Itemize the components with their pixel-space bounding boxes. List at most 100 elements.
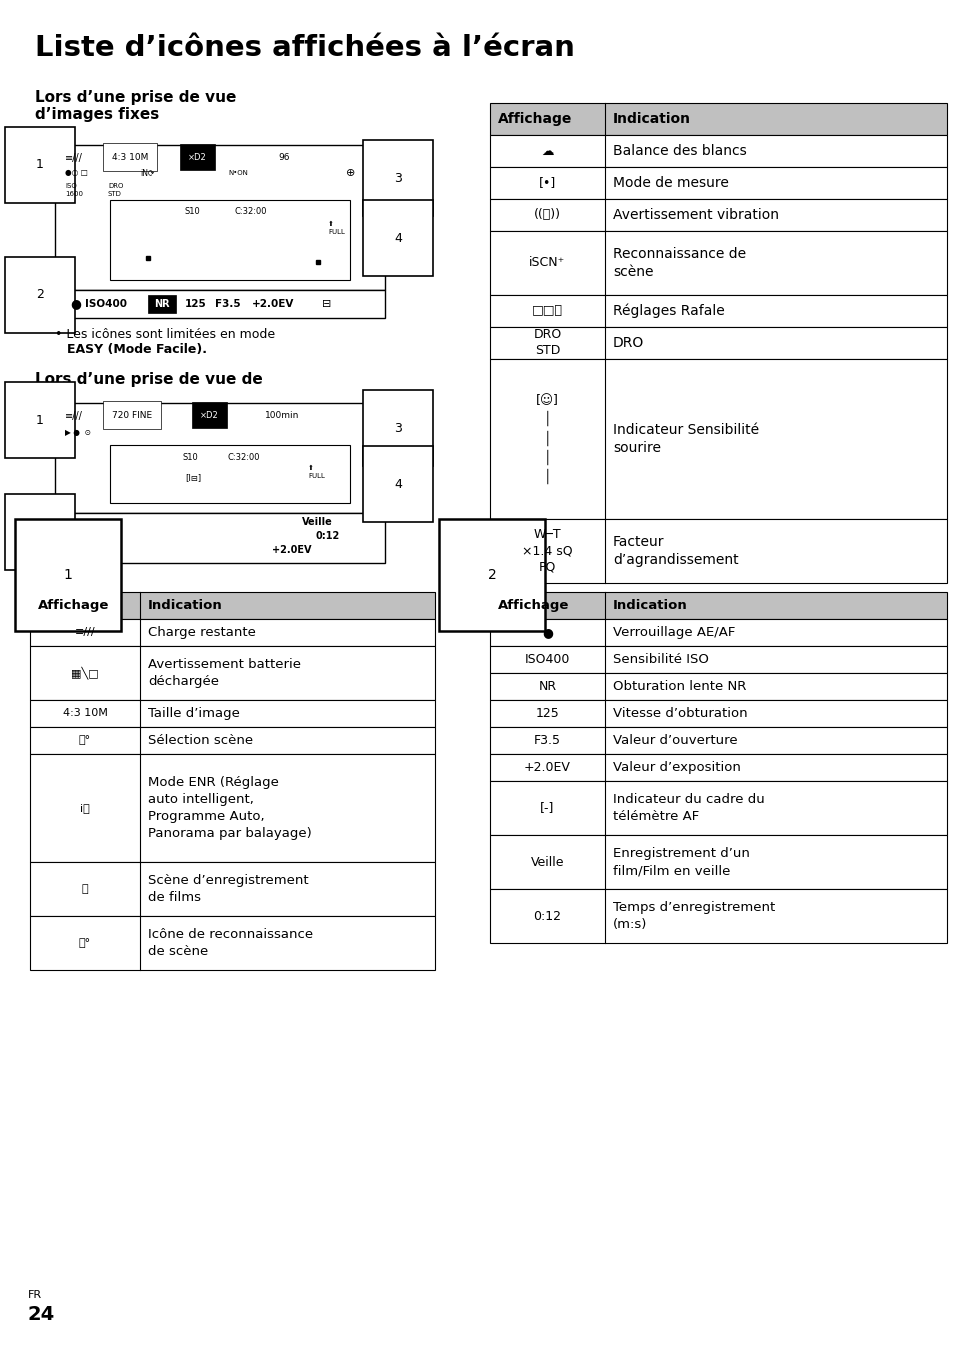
Text: Facteur
d’agrandissement: Facteur d’agrandissement <box>613 535 738 568</box>
Text: ●: ● <box>70 297 81 311</box>
Bar <box>490 519 946 582</box>
Text: □□⳴: □□⳴ <box>532 304 562 317</box>
Text: Avertissement vibration: Avertissement vibration <box>613 208 779 222</box>
Bar <box>490 835 946 889</box>
Text: Taille d’image: Taille d’image <box>148 707 239 720</box>
Text: Sensibilité ISO: Sensibilité ISO <box>613 654 708 666</box>
Text: DRO
STD: DRO STD <box>533 328 561 358</box>
Text: 0:12: 0:12 <box>315 531 340 541</box>
Bar <box>110 200 350 280</box>
Text: Avertissement batterie
déchargée: Avertissement batterie déchargée <box>148 658 301 689</box>
Text: W─T
×1.4 sQ
PQ: W─T ×1.4 sQ PQ <box>521 529 572 573</box>
Text: 24: 24 <box>28 1306 55 1325</box>
Bar <box>490 134 946 167</box>
Text: i📷: i📷 <box>80 803 90 812</box>
Text: ⊕: ⊕ <box>346 168 355 178</box>
Text: Veille: Veille <box>302 516 333 527</box>
Text: iN⟳: iN⟳ <box>140 168 154 178</box>
Bar <box>110 445 350 503</box>
Text: EASY (Mode Facile).: EASY (Mode Facile). <box>67 343 207 356</box>
Bar <box>490 592 946 619</box>
Text: ≡///: ≡/// <box>74 628 95 638</box>
Text: Enregistrement d’un
film/Film en veille: Enregistrement d’un film/Film en veille <box>613 847 749 877</box>
Text: ×D2: ×D2 <box>188 152 207 161</box>
Bar <box>490 199 946 231</box>
Text: ⊟: ⊟ <box>322 299 331 309</box>
Text: Lors d’une prise de vue
d’images fixes: Lors d’une prise de vue d’images fixes <box>35 90 236 122</box>
Bar <box>490 755 946 781</box>
Text: 125: 125 <box>535 707 558 720</box>
Bar <box>55 404 385 512</box>
Text: 2: 2 <box>36 288 44 301</box>
Text: Temps d’enregistrement
(m:s): Temps d’enregistrement (m:s) <box>613 901 775 931</box>
Text: ●○ □: ●○ □ <box>65 168 88 178</box>
Text: +2.0EV: +2.0EV <box>272 545 312 555</box>
Text: Scène d’enregistrement
de films: Scène d’enregistrement de films <box>148 874 309 904</box>
Text: NR: NR <box>537 681 556 693</box>
Text: DRO: DRO <box>613 336 643 350</box>
Text: 4:3 10M: 4:3 10M <box>63 709 108 718</box>
Bar <box>490 889 946 943</box>
Text: Verrouillage AE/AF: Verrouillage AE/AF <box>613 625 735 639</box>
Text: F3.5: F3.5 <box>214 299 240 309</box>
Bar <box>30 699 435 728</box>
Text: 1: 1 <box>36 413 44 426</box>
Text: ●: ● <box>541 625 553 639</box>
Text: 🎥: 🎥 <box>82 884 89 894</box>
Text: Mode ENR (Réglage
auto intelligent,
Programme Auto,
Panorama par balayage): Mode ENR (Réglage auto intelligent, Prog… <box>148 776 312 841</box>
Text: Affichage: Affichage <box>38 599 110 612</box>
Text: DRO
STD: DRO STD <box>108 183 123 196</box>
Text: Indication: Indication <box>613 112 690 126</box>
Text: 2: 2 <box>487 568 496 582</box>
Bar <box>490 359 946 519</box>
Bar <box>148 295 175 313</box>
Text: Obturation lente NR: Obturation lente NR <box>613 681 745 693</box>
Bar <box>490 781 946 835</box>
Text: [I⊟]: [I⊟] <box>185 473 201 483</box>
Text: 2: 2 <box>36 526 44 538</box>
Bar <box>30 755 435 862</box>
Bar <box>30 916 435 970</box>
Text: 125: 125 <box>185 299 207 309</box>
Bar <box>490 104 946 134</box>
Text: ▶ ●  ⊙: ▶ ● ⊙ <box>65 429 91 437</box>
Bar <box>490 672 946 699</box>
Bar <box>490 167 946 199</box>
Bar <box>490 295 946 327</box>
Text: ISO400: ISO400 <box>85 299 127 309</box>
Text: 1: 1 <box>36 159 44 172</box>
Text: [☺]
│
│
│
│: [☺] │ │ │ │ <box>536 394 558 484</box>
Text: Mode de mesure: Mode de mesure <box>613 176 728 190</box>
Bar <box>55 291 385 317</box>
Bar <box>490 646 946 672</box>
Text: • Les icônes sont limitées en mode: • Les icônes sont limitées en mode <box>55 328 274 342</box>
Text: ☁: ☁ <box>540 144 553 157</box>
Text: ISO
1600: ISO 1600 <box>65 183 83 196</box>
Text: Valeur d’ouverture: Valeur d’ouverture <box>613 734 737 746</box>
Bar <box>55 512 385 564</box>
Bar <box>55 145 385 291</box>
Text: 4: 4 <box>394 231 401 245</box>
Bar <box>30 862 435 916</box>
Bar <box>30 592 435 619</box>
Text: N•ON: N•ON <box>228 169 248 176</box>
Text: +2.0EV: +2.0EV <box>523 761 570 773</box>
Text: Indicateur du cadre du
télémètre AF: Indicateur du cadre du télémètre AF <box>613 794 764 823</box>
Text: 1: 1 <box>64 568 72 582</box>
Text: Reconnaissance de
scène: Reconnaissance de scène <box>613 246 745 280</box>
Text: NR: NR <box>154 299 170 309</box>
Text: Charge restante: Charge restante <box>148 625 255 639</box>
Text: Vitesse d’obturation: Vitesse d’obturation <box>613 707 747 720</box>
Text: ISO400: ISO400 <box>524 654 570 666</box>
Bar <box>30 728 435 755</box>
Text: ⬆
FULL: ⬆ FULL <box>328 222 345 234</box>
Text: 0:12: 0:12 <box>533 909 561 923</box>
Text: Indication: Indication <box>613 599 687 612</box>
Text: S10: S10 <box>185 207 200 217</box>
Text: ≡///: ≡/// <box>65 412 83 421</box>
Text: 100min: 100min <box>265 412 299 421</box>
Text: FR: FR <box>28 1290 42 1301</box>
Text: Lors d’une prise de vue de
films: Lors d’une prise de vue de films <box>35 373 262 405</box>
Text: 4:3 10M: 4:3 10M <box>112 152 149 161</box>
Text: 3: 3 <box>394 421 401 434</box>
